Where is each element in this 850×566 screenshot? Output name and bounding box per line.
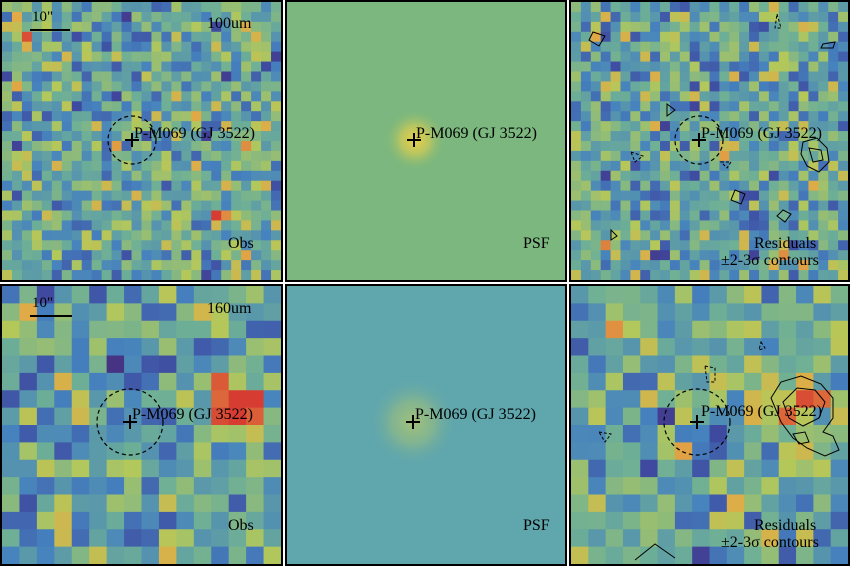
panel-residual-160um: P-M069 (GJ 3522) Residuals ±2-3σ contour… — [569, 284, 850, 566]
panel-obs-100um: 10" 100um P-M069 (GJ 3522) Obs — [0, 0, 283, 282]
panel-label-line-1: PSF — [523, 235, 550, 252]
panel-psf-100um: P-M069 (GJ 3522) PSF — [285, 0, 567, 282]
panel-label-line-2: ±2-3σ contours — [721, 252, 819, 269]
band-label: 100um — [207, 15, 252, 32]
image-map — [2, 2, 281, 280]
source-name: P-M069 (GJ 3522) — [701, 403, 822, 420]
source-name: P-M069 (GJ 3522) — [416, 125, 537, 142]
panel-label-line-1: Residuals — [754, 235, 817, 252]
panel-label-line-1: Obs — [228, 517, 254, 534]
panel-label-line-2: ±2-3σ contours — [721, 534, 819, 551]
panel-label-line-1: Obs — [228, 235, 254, 252]
image-map — [287, 286, 565, 564]
image-map — [571, 2, 848, 280]
scale-bar — [30, 29, 70, 31]
panel-psf-160um: P-M069 (GJ 3522) PSF — [285, 284, 567, 566]
source-name: P-M069 (GJ 3522) — [134, 125, 255, 142]
panel-label-line-1: PSF — [523, 517, 550, 534]
panel-residual-100um: P-M069 (GJ 3522) Residuals ±2-3σ contour… — [569, 0, 850, 282]
band-label: 160um — [207, 300, 252, 317]
panel-obs-160um: 10" 160um P-M069 (GJ 3522) Obs — [0, 284, 283, 566]
source-name: P-M069 (GJ 3522) — [701, 125, 822, 142]
source-name: P-M069 (GJ 3522) — [132, 406, 253, 423]
image-map — [287, 2, 565, 280]
panel-label-line-1: Residuals — [754, 517, 817, 534]
scale-label: 10" — [32, 9, 54, 25]
scale-bar — [30, 315, 72, 317]
source-name: P-M069 (GJ 3522) — [415, 406, 536, 423]
scale-label: 10" — [32, 295, 54, 311]
